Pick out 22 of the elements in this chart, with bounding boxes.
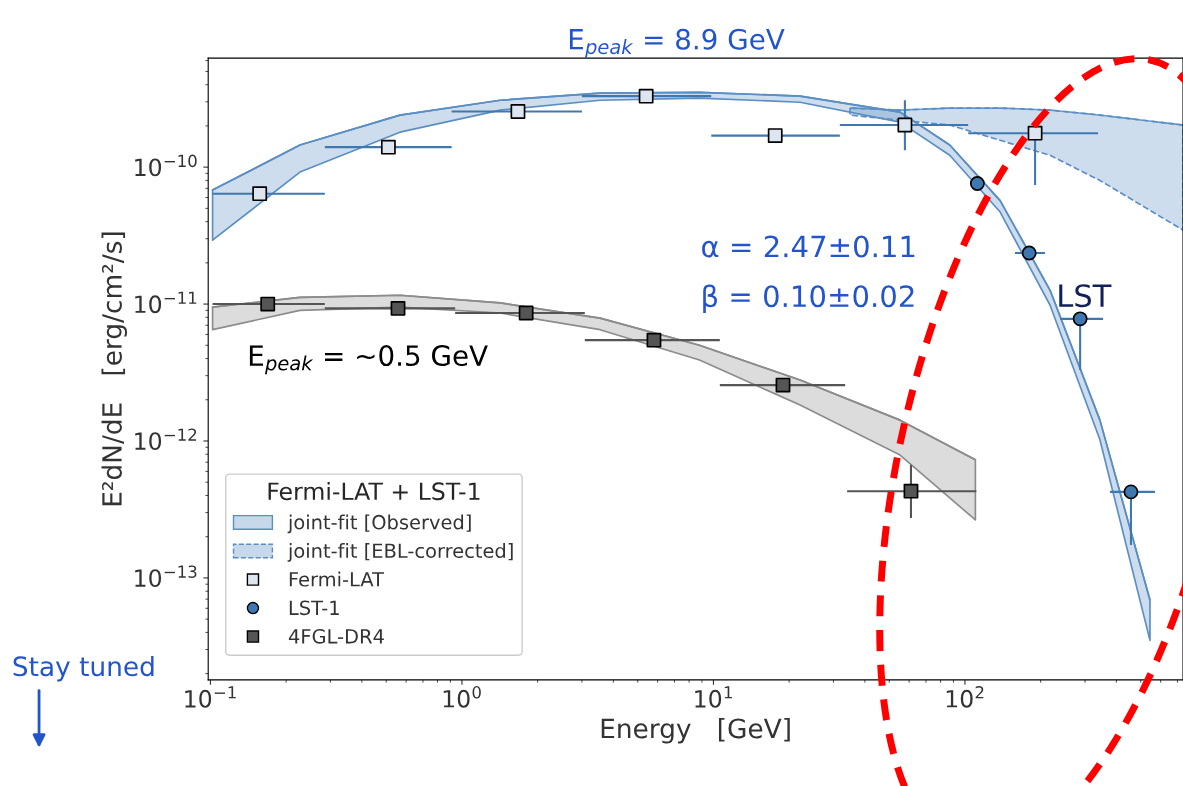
y-axis-title: E²dN/dE [erg/cm²/s] (101, 232, 128, 506)
annotation: E$_{peak}$ = ~0.5 GeV (249, 345, 488, 375)
annotation: LST (1059, 284, 1112, 308)
legend-title: Fermi-LAT + LST-1 (268, 481, 480, 501)
x-axis-title: Energy [GeV] (601, 718, 790, 744)
x-tick-label: 10$^{−1}$ (185, 686, 236, 708)
legend-label: joint-fit [Observed] (287, 514, 471, 534)
annotation: α = 2.47±0.11 (702, 235, 915, 258)
x-tick-label: 10$^{1}$ (695, 686, 732, 708)
legend-label: joint-fit [EBL-corrected] (287, 543, 513, 562)
y-tick-label: 10$^{−11}$ (135, 291, 197, 314)
legend-label: LST-1 (289, 600, 339, 616)
y-tick-label: 10$^{−10}$ (135, 154, 197, 177)
chart-title: E$_{peak}$ = 8.9 GeV (569, 28, 785, 58)
y-tick-label: 10$^{−13}$ (135, 565, 197, 588)
text: Stay tuned (13, 655, 154, 682)
legend-label: 4FGL-DR4 (288, 628, 384, 644)
annotation: β = 0.10±0.02 (703, 284, 914, 313)
x-tick-label: 10$^{2}$ (946, 686, 984, 708)
y-tick-label: 10$^{−12}$ (135, 428, 197, 451)
legend-label: Fermi-LAT (289, 571, 385, 587)
x-tick-label: 10$^{0}$ (443, 686, 481, 708)
